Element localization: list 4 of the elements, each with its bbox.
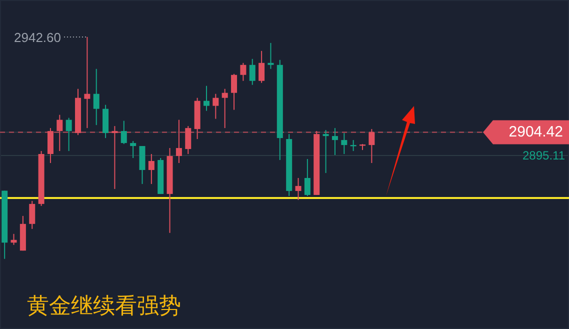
y-tick-label: 2895.11 [522, 148, 566, 162]
text: 黄金继续看强势 [27, 294, 181, 319]
annotation: 2942.60 [14, 30, 61, 45]
y-tick-label: 2904.42 [508, 124, 563, 141]
